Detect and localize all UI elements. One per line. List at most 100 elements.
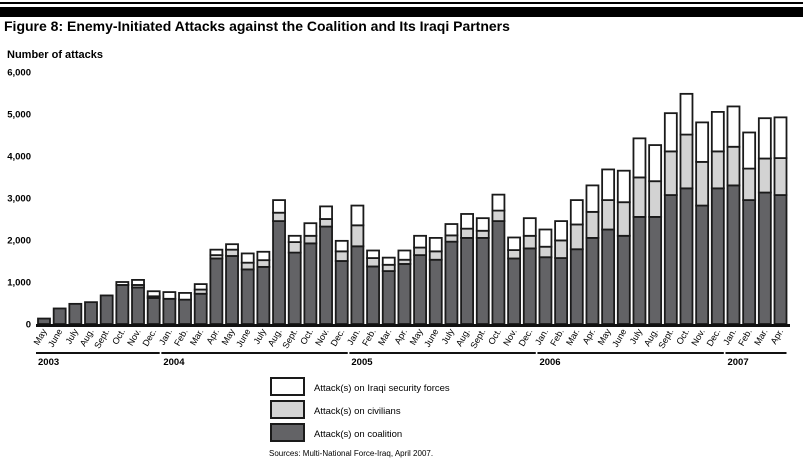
bar-segment-coalition <box>162 297 177 325</box>
bar-segment-iraqi-security-forces <box>522 217 537 237</box>
bar-segment-coalition <box>585 236 600 325</box>
bar-segment-civilians <box>522 234 537 250</box>
y-tick-label: 4,000 <box>7 152 31 163</box>
x-tick-label: June <box>422 327 440 349</box>
bar-segment-iraqi-security-forces <box>162 291 177 300</box>
bar-segment-coalition <box>225 255 239 325</box>
bar-segment-civilians <box>475 229 490 239</box>
x-tick-label: Apr. <box>581 327 598 346</box>
y-tick-label: 1,000 <box>7 278 31 289</box>
legend-label-coalition: Attack(s) on coalition <box>314 429 402 440</box>
bar-segment-civilians <box>272 211 286 222</box>
bar-segment-coalition <box>444 240 459 325</box>
legend-swatch-coalition <box>270 423 305 442</box>
bar-segment-iraqi-security-forces <box>444 223 459 237</box>
bar-segment-iraqi-security-forces <box>115 281 130 286</box>
bar-segment-civilians <box>240 261 255 271</box>
bar-segment-coalition <box>131 286 145 325</box>
bar-segment-civilians <box>381 263 396 272</box>
title-bar <box>0 7 803 17</box>
bar-segment-coalition <box>616 234 631 325</box>
bar-segment-coalition <box>632 215 647 325</box>
bar-segment-iraqi-security-forces <box>428 236 443 253</box>
bar-segment-coalition <box>507 257 522 325</box>
x-tick-label: Mar. <box>376 327 393 347</box>
bar-segment-coalition <box>209 257 224 325</box>
year-label: 2007 <box>727 357 748 368</box>
bar-segment-coalition <box>68 302 83 325</box>
legend-swatch-iraqi-security-forces <box>270 377 305 396</box>
legend: Attack(s) on Iraqi security forces Attac… <box>270 377 450 442</box>
x-tick-label: Feb. <box>360 327 378 348</box>
bar-segment-coalition <box>37 317 51 325</box>
x-tick-label: Oct. <box>298 327 315 346</box>
x-tick-label: Apr. <box>769 327 786 346</box>
x-axis-line <box>36 324 790 327</box>
x-tick-label: Oct. <box>486 327 503 346</box>
bar-segment-iraqi-security-forces <box>334 239 349 253</box>
bar-segment-civilians <box>366 257 380 268</box>
bar-segment-civilians <box>726 145 741 187</box>
bar-segment-coalition <box>115 284 130 325</box>
bar-segment-iraqi-security-forces <box>319 205 333 220</box>
bar-segment-coalition <box>381 270 396 325</box>
bar-segment-coalition <box>522 247 537 325</box>
x-tick-label: Nov. <box>125 327 143 347</box>
bar-segment-iraqi-security-forces <box>585 184 600 213</box>
bar-segment-coalition <box>695 204 710 325</box>
bar-segment-coalition <box>538 256 553 325</box>
figure-title: Figure 8: Enemy-Initiated Attacks agains… <box>4 18 510 34</box>
x-tick-label: June <box>610 327 628 349</box>
bar-segment-civilians <box>742 167 757 202</box>
bars <box>37 92 788 325</box>
bar-segment-civilians <box>632 176 647 218</box>
bar-segment-iraqi-security-forces <box>569 199 584 226</box>
legend-label-civilians: Attack(s) on civilians <box>314 406 401 417</box>
bar-segment-iraqi-security-forces <box>303 222 318 237</box>
x-tick-label: Oct. <box>674 327 691 346</box>
bar-segment-civilians <box>679 133 694 190</box>
bar-segment-civilians <box>287 241 302 254</box>
bar-segment-iraqi-security-forces <box>381 256 396 266</box>
bar-segment-civilians <box>710 150 725 190</box>
bar-segment-coalition <box>757 191 772 325</box>
bar-segment-coalition <box>569 248 584 325</box>
bar-segment-coalition <box>287 251 302 325</box>
x-tick-label: Sept. <box>280 327 299 350</box>
bar-segment-coalition <box>428 258 443 325</box>
x-tick-label: Nov. <box>689 327 707 347</box>
bar-segment-iraqi-security-forces <box>287 234 302 244</box>
bar-segment-coalition <box>350 245 365 325</box>
x-tick-label: Jan. <box>721 327 738 347</box>
x-tick-label: Apr. <box>204 327 221 346</box>
y-axis-label: Number of attacks <box>7 49 103 61</box>
x-tick-label: Apr. <box>392 327 409 346</box>
x-tick-label: Feb. <box>736 327 754 348</box>
x-tick-label: Oct. <box>110 327 127 346</box>
x-tick-label: Jan. <box>345 327 362 347</box>
bar-segment-coalition <box>663 194 678 325</box>
bar-segment-civilians <box>444 234 459 243</box>
x-tick-label: Sept. <box>656 327 675 350</box>
x-tick-label: Mar. <box>188 327 205 347</box>
bar-segment-civilians <box>334 250 349 262</box>
year-label: 2004 <box>163 357 185 368</box>
bar-segment-coalition <box>397 263 412 325</box>
year-span-line <box>725 352 787 354</box>
bar-segment-coalition <box>366 265 380 325</box>
x-tick-label: Nov. <box>501 327 519 347</box>
year-label: 2003 <box>38 357 59 368</box>
bar-segment-civilians <box>303 234 318 245</box>
bar-segment-iraqi-security-forces <box>742 131 757 170</box>
bar-segment-civilians <box>491 209 506 223</box>
bar-segment-iraqi-security-forces <box>366 249 380 259</box>
bar-segment-iraqi-security-forces <box>632 137 647 179</box>
y-axis-ticks: 0 1,000 2,000 3,000 4,000 5,000 6,000 <box>7 68 31 331</box>
bar-segment-civilians <box>773 157 788 196</box>
bar-segment-civilians <box>569 223 584 251</box>
x-tick-label: June <box>234 327 252 349</box>
bar-segment-iraqi-security-forces <box>350 204 365 227</box>
bar-segment-civilians <box>616 201 631 237</box>
